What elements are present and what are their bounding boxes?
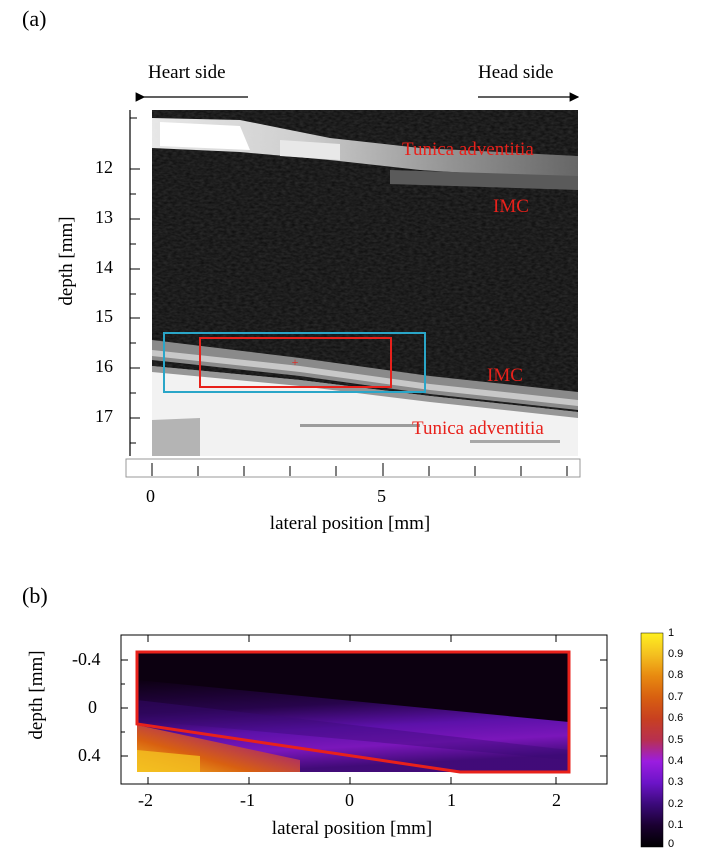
head-side-label: Head side (478, 62, 554, 83)
panel-a-figure: + (125, 92, 581, 478)
cb-tick-03: 0.3 (668, 776, 684, 788)
cb-tick-01: 0.1 (668, 819, 684, 831)
b-y-tick-04: 0.4 (78, 745, 101, 765)
b-x-tick-0: 0 (345, 790, 354, 810)
y-tick-14: 14 (95, 257, 113, 277)
b-x-tick-neg2: -2 (138, 790, 153, 810)
panel-b-xlabel: lateral position [mm] (271, 818, 433, 839)
colorbar (640, 632, 664, 848)
cb-tick-08: 0.8 (668, 669, 684, 681)
outer-roi-box (163, 332, 426, 393)
y-tick-15: 15 (95, 306, 113, 326)
panel-a-y-axis (129, 110, 140, 456)
annotation-imc-top: IMC (493, 196, 529, 217)
cb-tick-02: 0.2 (668, 798, 684, 810)
panel-a-ylabel: depth [mm] (56, 216, 77, 306)
inner-roi-box (199, 337, 392, 388)
y-tick-17: 17 (95, 406, 113, 426)
b-y-tick-0: 0 (88, 697, 97, 717)
x-tick-5: 5 (377, 486, 386, 506)
panel-b-ylabel: depth [mm] (26, 650, 47, 740)
b-x-tick-1: 1 (447, 790, 456, 810)
analysis-region-outline (135, 650, 571, 774)
panel-b-figure (120, 632, 664, 848)
ultrasound-image (152, 110, 578, 456)
b-y-tick-neg04: -0.4 (72, 649, 101, 669)
panel-a-xlabel: lateral position [mm] (269, 513, 431, 534)
annotation-tunica-bottom: Tunica adventitia (412, 418, 544, 439)
cb-tick-06: 0.6 (668, 712, 684, 724)
b-x-tick-neg1: -1 (240, 790, 255, 810)
panel-b-label: (b) (22, 583, 48, 608)
annotation-imc-bottom: IMC (487, 365, 523, 386)
panel-b-ticks (121, 635, 607, 784)
cb-tick-05: 0.5 (668, 734, 684, 746)
panel-a-label: (a) (22, 6, 47, 31)
cb-tick-04: 0.4 (668, 755, 684, 767)
panel-a-x-axis (125, 458, 581, 478)
y-tick-12: 12 (95, 157, 113, 177)
roi-center-marker: + (292, 355, 299, 369)
heart-side-label: Heart side (148, 62, 226, 83)
cb-tick-09: 0.9 (668, 648, 684, 660)
cb-tick-1: 1 (668, 627, 675, 639)
y-tick-13: 13 (95, 207, 113, 227)
x-tick-0: 0 (146, 486, 155, 506)
cb-tick-0: 0 (668, 838, 675, 850)
cb-tick-07: 0.7 (668, 691, 684, 703)
annotation-tunica-top: Tunica adventitia (402, 139, 534, 160)
b-x-tick-2: 2 (552, 790, 561, 810)
y-tick-16: 16 (95, 356, 113, 376)
elasticity-heatmap (137, 652, 569, 772)
